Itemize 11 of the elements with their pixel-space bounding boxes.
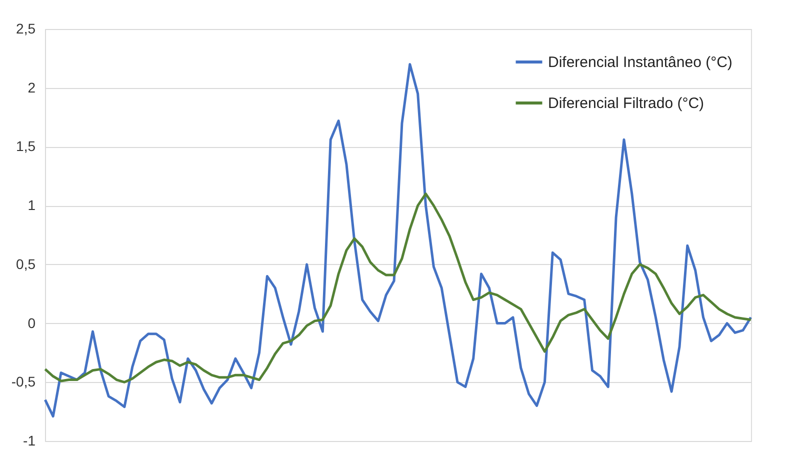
y-tick-label: -0,5	[11, 374, 36, 390]
y-tick-label: -1	[23, 432, 36, 448]
y-tick-label: 2	[28, 79, 36, 96]
y-tick-label: 0,5	[16, 256, 36, 272]
y-tick-label: 1	[28, 197, 36, 214]
y-tick-label: 0	[28, 314, 36, 331]
y-tick-label: 1,5	[16, 138, 36, 154]
line-series	[44, 192, 752, 384]
legend-label: Diferencial Instantâneo (°C)	[548, 54, 732, 71]
legend-label: Diferencial Filtrado (°C)	[548, 95, 704, 112]
y-tick-label: 2,5	[16, 20, 36, 36]
